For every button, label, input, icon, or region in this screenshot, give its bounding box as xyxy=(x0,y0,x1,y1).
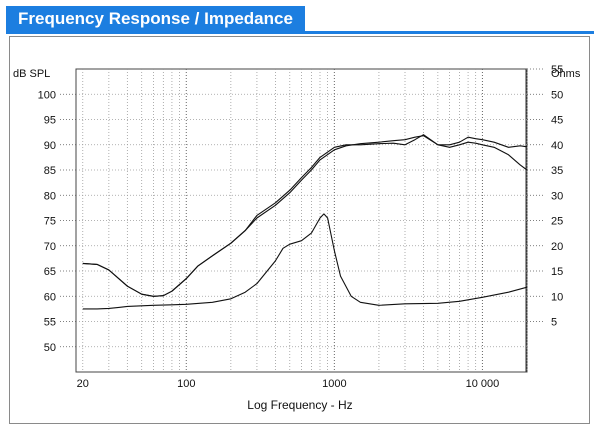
grid xyxy=(75,68,528,373)
y-right-tick-label: 15 xyxy=(551,266,563,278)
y-left-tick-label: 95 xyxy=(44,115,56,127)
y-right-tick-label: 35 xyxy=(551,165,563,177)
series-lines xyxy=(82,134,528,310)
x-tick-label: 100 xyxy=(177,378,195,390)
y-right-tick-label: 40 xyxy=(551,140,563,152)
x-tick-label: 20 xyxy=(77,378,89,390)
y-axis-right-label: Ohms xyxy=(551,68,581,80)
y-right-tick-label: 25 xyxy=(551,216,563,228)
chart-frame: 50 55 60 65 70 75 80 85 90 95 100 5 10 15 20 25 30 35 40 45… xyxy=(9,36,590,424)
chart-title-tab: Frequency Response / Impedance xyxy=(6,6,305,32)
y-axis-left-label: dB SPL xyxy=(13,68,50,80)
y-left-tick-label: 100 xyxy=(38,89,56,101)
x-axis-label: Log Frequency - Hz xyxy=(247,398,352,412)
y-right-tick-label: 50 xyxy=(551,89,563,101)
y-left-tick-label: 90 xyxy=(44,140,56,152)
title-rule xyxy=(6,31,594,34)
y-right-tick-label: 20 xyxy=(551,241,563,253)
y-right-tick-label: 55 xyxy=(551,64,563,76)
y-left-tick-label: 65 xyxy=(44,266,56,278)
y-left-tick-label: 55 xyxy=(44,317,56,329)
axis-labels: 50 55 60 65 70 75 80 85 90 95 100 5 10 15 20 25 30 35 40 45… xyxy=(38,64,564,390)
y-right-tick-label: 30 xyxy=(551,190,563,202)
y-left-tick-label: 85 xyxy=(44,165,56,177)
title-bar: Frequency Response / Impedance xyxy=(0,0,600,34)
frequency-response-chart: 50 55 60 65 70 75 80 85 90 95 100 5 10 15 20 25 30 35 40 45… xyxy=(13,64,581,412)
x-tick-label: 10 000 xyxy=(466,378,500,390)
impedance-curve xyxy=(82,213,528,310)
y-left-tick-label: 60 xyxy=(44,291,56,303)
y-right-tick-label: 10 xyxy=(551,291,563,303)
y-left-tick-label: 50 xyxy=(44,342,56,354)
y-right-tick-label: 45 xyxy=(551,115,563,127)
y-left-tick-label: 75 xyxy=(44,216,56,228)
spl-curve-1 xyxy=(82,134,528,297)
spl-curve-2 xyxy=(82,135,528,297)
y-right-tick-label: 5 xyxy=(551,317,557,329)
y-left-tick-label: 80 xyxy=(44,190,56,202)
y-left-tick-label: 70 xyxy=(44,241,56,253)
x-tick-label: 1000 xyxy=(322,378,346,390)
